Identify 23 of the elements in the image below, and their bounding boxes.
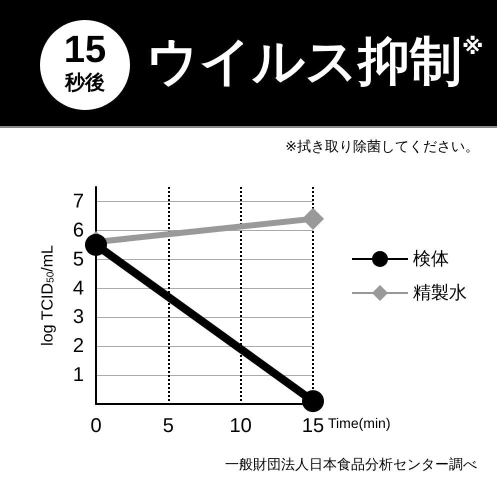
y-tick-label: 7 <box>72 190 84 212</box>
y-tick-label: 2 <box>72 335 84 358</box>
point <box>302 208 324 230</box>
x-axis-title: Time(min) <box>328 415 391 431</box>
y-axis-title: log TCID50/mL <box>40 244 56 346</box>
x-tick-label: 5 <box>162 415 174 437</box>
chart-title: ウイルス抑制$^{※}$ <box>146 31 484 94</box>
y-tick-label: 5 <box>72 248 84 270</box>
x-tick-label: 0 <box>90 415 102 437</box>
point <box>85 234 107 256</box>
text: 15 <box>62 29 108 71</box>
y-tick-label: 1 <box>72 364 84 386</box>
y-tick-label: 6 <box>72 219 84 242</box>
legend-label: 精製水 <box>413 282 467 304</box>
x-tick-label: 15 <box>302 415 324 437</box>
text: 一般財団法人日本食品分析センター調べ <box>225 456 477 474</box>
legend-label: 検体 <box>413 248 449 270</box>
text: 秒後 <box>64 70 106 94</box>
text: ※拭き取り除菌してください。 <box>285 138 479 156</box>
y-tick-label: 4 <box>72 277 84 300</box>
point <box>302 390 324 412</box>
x-tick-label: 10 <box>230 415 252 437</box>
y-tick-label: 3 <box>72 306 84 328</box>
